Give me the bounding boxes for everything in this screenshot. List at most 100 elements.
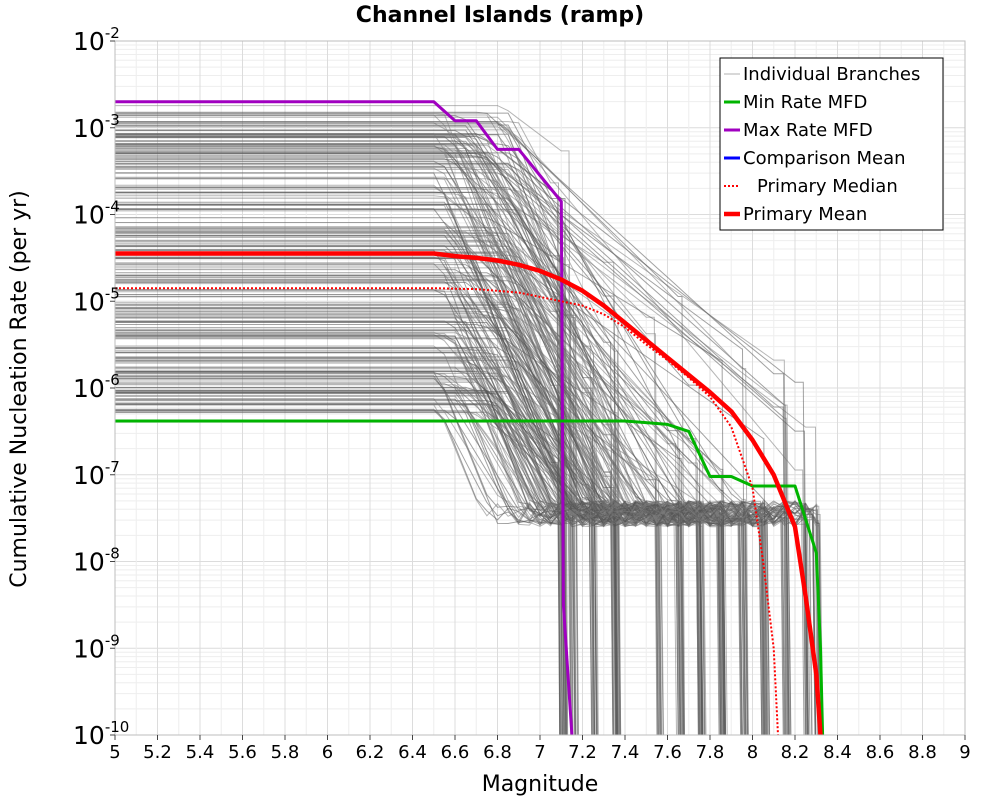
branch-line: [115, 400, 746, 736]
y-tick-label: 10-7: [73, 458, 120, 490]
branch-line: [115, 149, 746, 736]
branch-line: [115, 156, 618, 736]
legend-label: Primary Median: [757, 176, 898, 197]
branch-line: [115, 135, 681, 736]
branch-line: [115, 398, 745, 736]
branch-line: [115, 164, 789, 736]
branch-line: [115, 228, 566, 736]
branch-line: [115, 230, 614, 736]
branch-line: [115, 133, 701, 736]
x-tick-label: 6.8: [483, 742, 512, 763]
branch-line: [115, 265, 615, 736]
branch-line: [115, 348, 595, 736]
y-tick-label: 10-6: [73, 371, 120, 403]
legend-label: Comparison Mean: [743, 148, 906, 169]
branch-line: [115, 257, 726, 736]
branch-line: [115, 204, 595, 736]
branch-line: [115, 333, 790, 736]
branch-line: [115, 347, 742, 736]
y-tick-label: 10-4: [73, 198, 120, 230]
branch-line: [115, 187, 567, 736]
branch-line: [115, 410, 574, 736]
branch-line: [115, 317, 724, 736]
branch-line: [115, 274, 618, 736]
branch-line: [115, 392, 566, 736]
branch-line: [115, 195, 621, 736]
legend-label: Primary Mean: [743, 204, 867, 225]
branch-line: [115, 115, 567, 736]
branch-line: [115, 324, 685, 736]
x-tick-label: 8.2: [781, 742, 810, 763]
x-tick-label: 5.2: [143, 742, 172, 763]
series-primary-median: [115, 287, 779, 736]
branch-line: [115, 272, 703, 736]
y-tick-label: 10-8: [73, 545, 120, 577]
branch-line: [115, 140, 743, 736]
series-lines: [115, 100, 825, 736]
branch-line: [115, 279, 563, 736]
branch-line: [115, 245, 722, 736]
branch-line: [115, 403, 813, 736]
series-primary-mean: [115, 251, 823, 736]
x-tick-label: 5.4: [186, 742, 215, 763]
series-max-rate-mfd: [115, 100, 574, 736]
branch-line: [115, 235, 725, 736]
branch-line: [115, 239, 701, 736]
branch-line: [115, 322, 561, 736]
branch-line: [115, 389, 568, 736]
legend-label: Individual Branches: [743, 64, 920, 85]
branch-line: [115, 188, 658, 736]
branch-line: [115, 373, 579, 736]
branch-line: [115, 332, 720, 736]
branch-line: [115, 310, 763, 736]
branch-line: [115, 176, 747, 736]
branch-line: [115, 391, 763, 736]
branch-line: [115, 302, 817, 736]
branch-line: [115, 370, 661, 736]
branch-line: [115, 378, 770, 736]
x-tick-label: 6.2: [356, 742, 385, 763]
branch-line: [115, 311, 722, 736]
y-tick-label: 10-10: [73, 718, 129, 750]
x-tick-label: 9: [959, 742, 970, 763]
branch-line: [115, 360, 662, 736]
branch-line: [115, 146, 699, 736]
branch-line: [115, 294, 614, 736]
x-tick-label: 7.2: [568, 742, 597, 763]
branch-line: [115, 168, 659, 736]
branch-line: [115, 379, 743, 736]
x-tick-label: 8: [747, 742, 758, 763]
branch-line: [115, 231, 684, 736]
branch-line: [115, 408, 725, 736]
branch-line: [115, 402, 572, 736]
legend-label: Max Rate MFD: [743, 120, 873, 141]
branch-line: [115, 375, 618, 736]
branch-line: [115, 296, 576, 736]
legend-label: Min Rate MFD: [743, 92, 867, 113]
chart-title: Channel Islands (ramp): [356, 3, 644, 28]
branch-line: [115, 384, 594, 736]
x-tick-label: 8.4: [823, 742, 852, 763]
branch-line: [115, 129, 749, 736]
branch-line: [115, 137, 727, 736]
x-tick-label: 6.4: [398, 742, 427, 763]
legend: Individual Branches Min Rate MFD Max Rate …: [719, 57, 944, 231]
branch-line: [115, 232, 561, 736]
branch-line: [115, 158, 565, 736]
branch-line: [115, 359, 728, 736]
branch-line: [115, 105, 572, 736]
x-tick-label: 7.4: [611, 742, 640, 763]
x-tick-label: 7.8: [696, 742, 725, 763]
branch-line: [115, 122, 685, 736]
branch-line: [115, 191, 684, 736]
x-tick-label: 5: [109, 742, 120, 763]
branch-line: [115, 167, 791, 736]
branch-line: [115, 398, 742, 736]
branch-line: [115, 159, 619, 736]
x-tick-label: 5.6: [228, 742, 257, 763]
branch-line: [115, 151, 787, 736]
branch-line: [115, 375, 621, 736]
x-axis-ticks: 5 5.2 5.4 5.6 5.8 6 6.2 6.4 6.6 6.8 7 7.2 7.4 7.6 7.8 8…: [109, 735, 971, 763]
